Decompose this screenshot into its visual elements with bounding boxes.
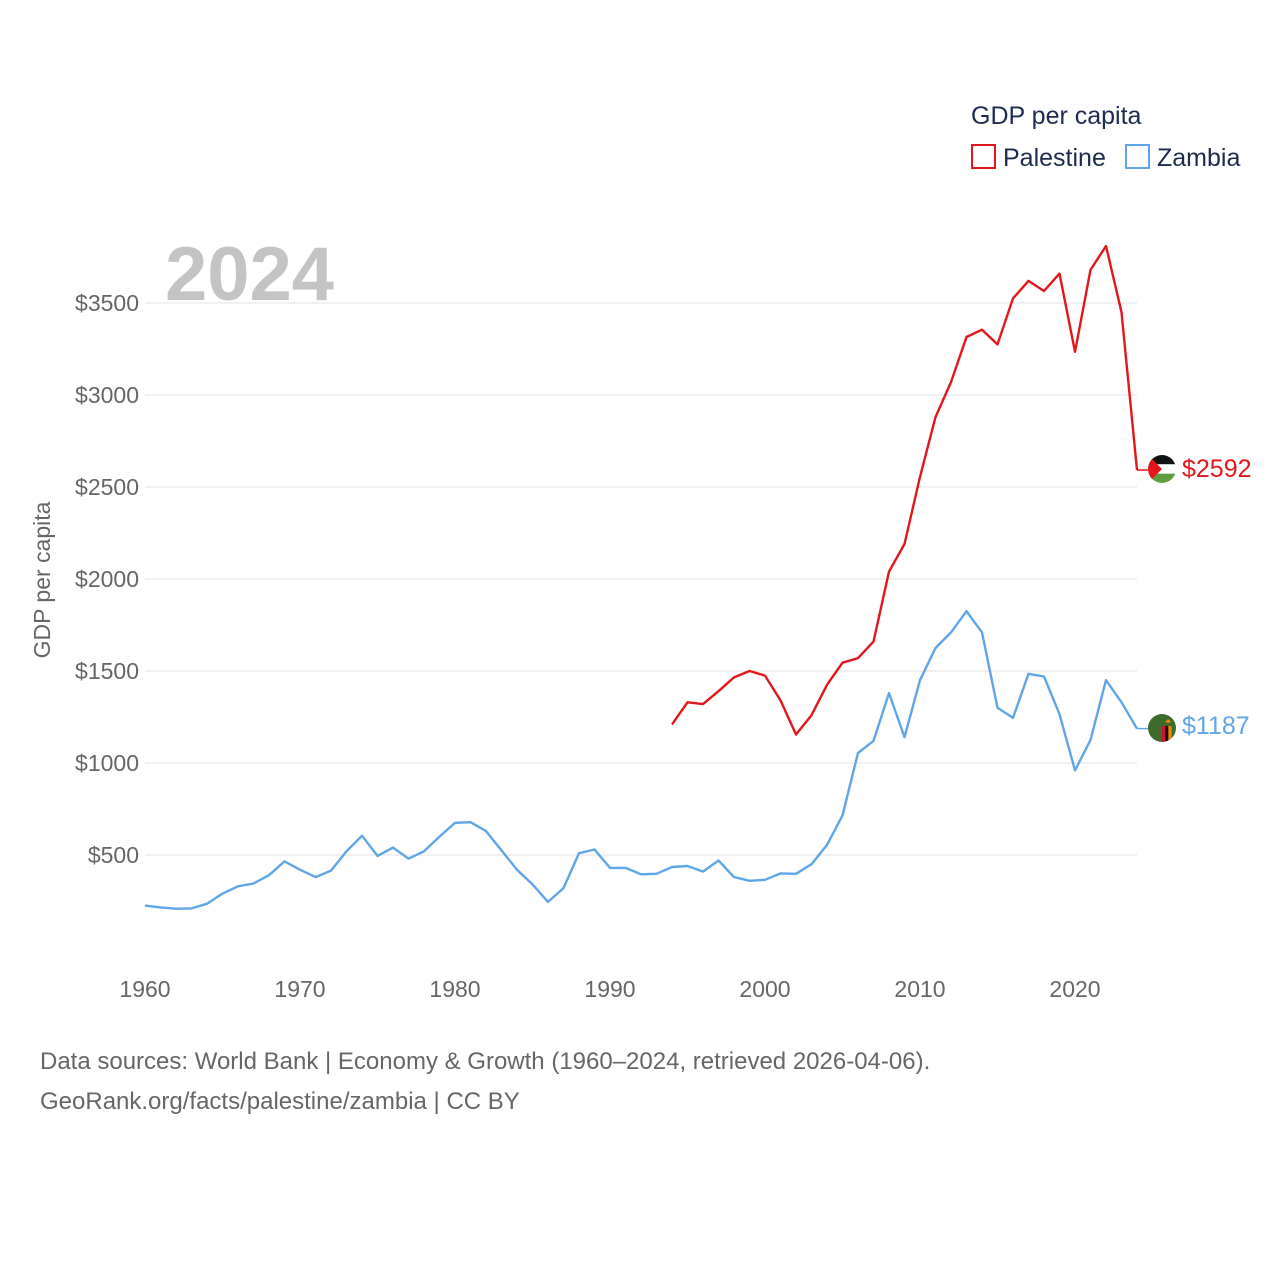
x-tick-label: 1990 [584,976,635,1002]
y-tick-label: $1500 [75,658,139,684]
legend: GDP per capita Palestine Zambia [971,102,1240,172]
y-tick-label: $1000 [75,750,139,776]
x-tick-label: 1970 [274,976,325,1002]
series-line-zambia [144,610,1139,910]
palestine-flag-icon [1148,455,1176,483]
y-tick-label: $2000 [75,566,139,592]
year-label: 2024 [165,232,334,317]
legend-swatch-zambia [1125,144,1150,169]
y-tick-label: $3500 [75,290,139,316]
gridlines [145,302,1137,856]
legend-title: GDP per capita [971,102,1142,130]
data-source-footer: Data sources: World Bank | Economy & Gro… [40,1042,1240,1122]
series-line-palestine [671,244,1139,736]
legend-label-zambia: Zambia [1157,144,1240,172]
end-value-palestine: $2592 [1182,455,1252,483]
source-line: Data sources: World Bank | Economy & Gro… [40,1048,931,1075]
y-tick-label: $3000 [75,382,139,408]
attribution-line: GeoRank.org/facts/palestine/zambia | CC … [40,1088,520,1115]
x-axis-ticks: 1960 1970 1980 1990 2000 2010 2020 [119,976,1100,1002]
x-tick-label: 1980 [429,976,480,1002]
y-axis-title: GDP per capita [29,501,55,658]
y-tick-label: $500 [88,842,139,868]
y-axis-ticks: $500 $1000 $1500 $2000 $2500 $3000 $3500 [75,290,139,868]
y-tick-label: $2500 [75,474,139,500]
x-tick-label: 2020 [1049,976,1100,1002]
x-tick-label: 2010 [894,976,945,1002]
x-tick-label: 1960 [119,976,170,1002]
legend-swatch-palestine [971,144,996,169]
end-value-zambia: $1187 [1182,712,1250,740]
zambia-flag-icon [1148,714,1176,742]
legend-label-palestine: Palestine [1003,144,1106,172]
series-lines [144,244,1148,910]
x-tick-label: 2000 [739,976,790,1002]
